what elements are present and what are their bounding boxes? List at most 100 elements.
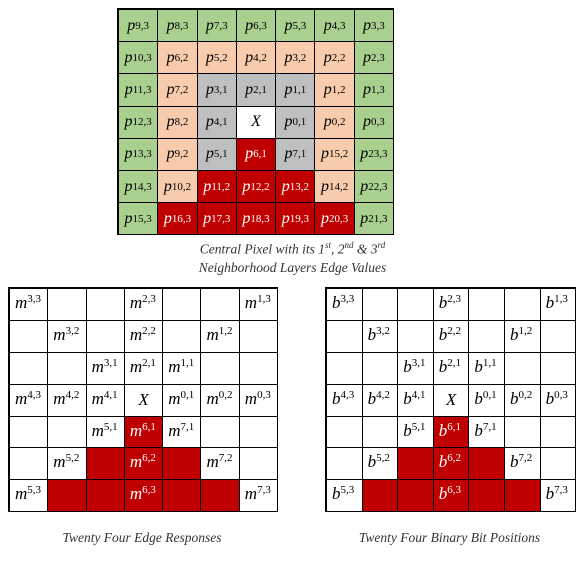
cell-subscript: 1,2	[331, 83, 346, 96]
top-cell-p-2-3: p 2,3	[353, 41, 395, 75]
top-cell-p-4-2: p 4,2	[235, 41, 277, 75]
cell-subscript: 10,3	[132, 51, 152, 64]
cell-symbol: b	[509, 452, 519, 472]
cell-symbol: m	[129, 452, 143, 472]
cell-subscript: 7,3	[257, 484, 271, 497]
cell-symbol: m	[15, 388, 28, 408]
cell-subscript: 2,1	[447, 356, 462, 369]
edge-empty-cell	[9, 319, 49, 353]
bit-empty-cell	[503, 479, 541, 513]
bit-empty-cell	[397, 479, 434, 513]
cell-subscript: 5,2	[65, 452, 80, 465]
edge-empty-cell	[162, 288, 202, 321]
cell-subscript: 5,1	[103, 420, 118, 433]
bit-cell-b-7-2: b 7,2	[503, 447, 541, 481]
cell-subscript: 2,3	[142, 293, 156, 305]
top-cell-p-10-2: p 10,2	[157, 169, 198, 204]
cell-symbol: p	[321, 209, 329, 227]
cell-subscript: 6,2	[174, 51, 189, 64]
bit-empty-cell	[326, 351, 363, 385]
cell-symbol: b	[509, 324, 519, 344]
cell-symbol: m	[244, 388, 258, 408]
top-cell-p-0-2: p 0,2	[314, 105, 355, 139]
cell-symbol: p	[166, 113, 175, 131]
top-cell-p-15-2: p 15,2	[314, 137, 355, 171]
cell-symbol: b	[474, 420, 483, 440]
cell-symbol: p	[127, 16, 136, 34]
bit-cell-b-5-2: b 5,2	[361, 447, 399, 481]
bit-empty-cell	[397, 288, 434, 321]
cell-subscript: 7,2	[218, 452, 233, 465]
cell-symbol: p	[166, 48, 175, 66]
bit-empty-cell	[326, 415, 363, 449]
bit-empty-cell	[503, 351, 541, 385]
binary-bit-positions-grid: b 3,3 b 2,3 b 1,3 b 3,2 b 2,2 b 1,2 b 3,1 b 2,1 b 1,1 b 4,3…	[325, 287, 577, 513]
cell-subscript: 1,3	[257, 293, 271, 305]
cell-symbol: p	[284, 48, 293, 66]
cell-subscript: 5,2	[213, 51, 228, 64]
edge-empty-cell	[162, 319, 202, 353]
edge-empty-cell	[47, 415, 87, 449]
cell-symbol: m	[91, 388, 104, 408]
cell-symbol: b	[332, 388, 341, 408]
cell-subscript: 9,3	[135, 19, 150, 32]
cell-symbol: b	[367, 324, 377, 344]
cell-symbol: p	[242, 209, 251, 227]
top-cell-p-6-3: p 6,3	[235, 9, 277, 43]
cell-symbol: p	[321, 145, 329, 163]
cell-subscript: 2,2	[331, 51, 346, 64]
cell-subscript: 6,1	[447, 420, 462, 433]
bit-empty-cell	[326, 319, 363, 353]
cell-subscript: 0,3	[257, 388, 271, 401]
top-cell-p-22-3: p 22,3	[353, 169, 395, 204]
edge-empty-cell	[85, 447, 125, 481]
top-cell-p-9-2: p 9,2	[157, 137, 198, 171]
cell-subscript: 1,1	[292, 83, 307, 96]
cell-subscript: 3,3	[371, 19, 385, 32]
top-cell-p-8-3: p 8,3	[157, 9, 198, 43]
top-cell-p-1-1: p 1,1	[275, 73, 316, 107]
top-cell-p-3-2: p 3,2	[275, 41, 316, 75]
cell-symbol: X	[138, 390, 149, 410]
cell-subscript: 4,1	[213, 116, 228, 129]
cell-subscript: 17,3	[211, 212, 231, 225]
cell-subscript: 2,3	[371, 51, 385, 64]
cell-symbol: p	[166, 80, 175, 98]
cell-symbol: p	[281, 209, 290, 227]
edge-responses-grid: m 3,3 m 2,3 m 1,3 m 3,2 m 2,2 m 1,2 m 3,1 m 2,1 m 1,1 m 4,3…	[8, 287, 279, 513]
cell-symbol: b	[332, 484, 341, 504]
edge-cell-m-4-2: m 4,2	[47, 383, 87, 417]
top-cell-p-13-3: p 13,3	[118, 137, 159, 171]
edge-center-pixel: X	[123, 383, 164, 417]
cell-subscript: 2,2	[142, 324, 156, 337]
edge-cell-m-4-3: m 4,3	[9, 383, 49, 417]
cell-symbol: p	[363, 113, 372, 131]
top-caption-line2: Neighborhood Layers Edge Values	[198, 259, 387, 275]
cell-subscript: 11,2	[211, 180, 231, 193]
cell-symbol: m	[53, 388, 66, 408]
edge-cell-m-1-2: m 1,2	[200, 319, 240, 353]
cell-subscript: 1,2	[218, 324, 233, 337]
bit-cell-b-5-3: b 5,3	[326, 479, 363, 513]
top-cell-p-5-2: p 5,2	[196, 41, 237, 75]
top-cell-p-4-1: p 4,1	[196, 105, 237, 139]
edge-empty-cell	[47, 479, 87, 513]
bit-empty-cell	[539, 351, 577, 385]
top-cell-p-7-2: p 7,2	[157, 73, 198, 107]
cell-symbol: b	[438, 452, 448, 472]
bit-empty-cell	[503, 288, 541, 321]
cell-symbol: b	[509, 388, 519, 408]
cell-symbol: m	[91, 420, 104, 440]
cell-subscript: 4,3	[27, 388, 42, 401]
top-cell-p-23-3: p 23,3	[353, 137, 395, 171]
cell-symbol: m	[91, 356, 104, 376]
top-cell-p-7-3: p 7,3	[196, 9, 237, 43]
cell-symbol: m	[129, 356, 143, 376]
cell-symbol: b	[545, 388, 555, 408]
top-cell-p-11-2: p 11,2	[196, 169, 237, 204]
cell-symbol: p	[205, 113, 214, 131]
edge-cell-m-2-1: m 2,1	[123, 351, 164, 385]
cell-symbol: b	[438, 324, 448, 344]
cell-symbol: p	[166, 145, 175, 163]
cell-subscript: 7,1	[180, 420, 195, 433]
